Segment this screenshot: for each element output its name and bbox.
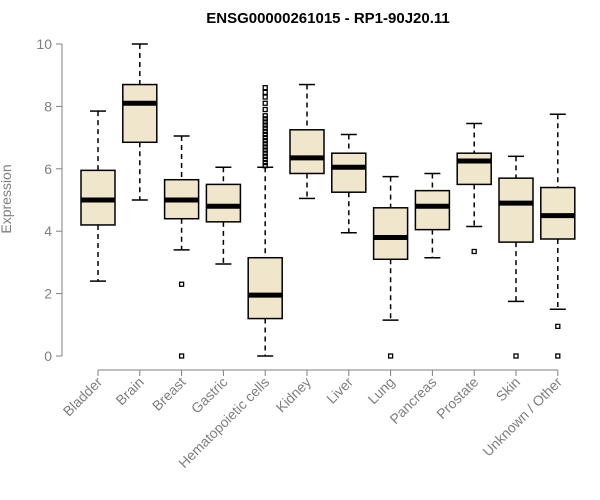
- box-pancreas: [414, 172, 451, 259]
- y-axis: 0 2 4 6 8 10: [36, 36, 63, 364]
- iqr-box: [456, 152, 492, 186]
- y-tick-label: 6: [44, 161, 52, 177]
- iqr-box: [289, 129, 325, 175]
- outlier-point: [262, 138, 268, 144]
- outlier-point: [262, 85, 268, 91]
- y-tick-label: 2: [44, 286, 52, 302]
- x-tick-label: Skin: [493, 374, 524, 405]
- outlier-point: [262, 89, 268, 96]
- chart-title: ENSG00000261015 - RP1-90J20.11: [206, 10, 450, 27]
- x-tick-label: Liver: [323, 374, 356, 407]
- outlier-point: [262, 106, 268, 113]
- outlier-point: [262, 131, 268, 138]
- y-tick-label: 8: [44, 98, 52, 114]
- outlier-point: [178, 281, 185, 287]
- box-liver: [331, 133, 367, 234]
- iqr-box: [205, 183, 242, 223]
- x-tick-label: Bladder: [60, 374, 106, 420]
- box-prostate: [456, 122, 492, 255]
- outlier-point: [555, 353, 561, 359]
- outlier-point: [262, 128, 268, 135]
- iqr-box: [498, 177, 534, 243]
- plot-area: [80, 43, 576, 359]
- iqr-box: [247, 256, 283, 320]
- outlier-point: [262, 113, 268, 119]
- outlier-point: [262, 163, 268, 169]
- x-tick-label: Prostate: [433, 374, 481, 422]
- outlier-point: [471, 248, 477, 255]
- x-tick-label: Lung: [364, 374, 397, 407]
- outlier-point: [262, 153, 268, 159]
- iqr-box: [372, 207, 409, 261]
- iqr-box: [122, 83, 158, 144]
- box-lung: [372, 175, 409, 359]
- x-tick-label: Brain: [112, 374, 146, 408]
- outlier-point: [262, 100, 268, 106]
- outlier-point: [262, 156, 268, 163]
- outlier-point: [262, 144, 268, 150]
- x-tick-label: Unknown / Other: [479, 374, 565, 460]
- box-gastric: [205, 166, 242, 265]
- outlier-point: [262, 134, 268, 141]
- y-tick-label: 10: [36, 36, 52, 52]
- outlier-point: [262, 116, 268, 122]
- box-skin: [498, 155, 534, 359]
- outlier-point: [262, 94, 268, 100]
- box-brain: [122, 43, 158, 201]
- outlier-point: [262, 147, 268, 153]
- outlier-point: [387, 353, 394, 359]
- y-tick-label: 0: [44, 348, 52, 364]
- box-breast: [163, 135, 200, 359]
- box-unknown-other: [540, 113, 576, 359]
- outlier-point: [262, 119, 268, 125]
- outlier-point: [262, 141, 268, 147]
- outlier-point: [555, 323, 561, 330]
- y-tick-label: 4: [44, 223, 52, 239]
- iqr-box: [331, 152, 367, 193]
- outlier-point: [513, 353, 519, 359]
- outlier-point: [262, 159, 268, 166]
- box-bladder: [80, 110, 116, 282]
- x-tick-label: Kidney: [273, 374, 315, 416]
- outlier-point: [262, 150, 268, 156]
- x-tick-label: Breast: [149, 374, 189, 414]
- box-kidney: [289, 83, 325, 200]
- iqr-box: [414, 189, 451, 231]
- box-hematopoietic-cells: [247, 85, 283, 357]
- outlier-point: [262, 122, 268, 128]
- outlier-point: [262, 125, 268, 131]
- outlier-point: [178, 353, 185, 359]
- y-axis-label: Expression: [0, 164, 14, 233]
